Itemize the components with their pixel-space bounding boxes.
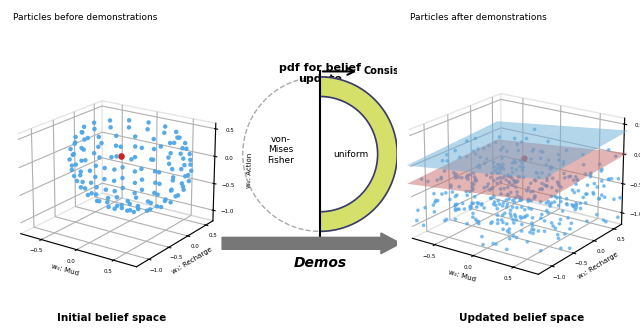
Text: Demos: Demos [293, 256, 347, 270]
Text: uniform: uniform [333, 149, 368, 159]
Y-axis label: w₁: Recharge: w₁: Recharge [172, 246, 214, 275]
Y-axis label: w₁: Recharge: w₁: Recharge [577, 251, 619, 280]
Text: von-
Mises
Fisher: von- Mises Fisher [268, 135, 294, 165]
Text: pdf for belief
update: pdf for belief update [279, 63, 361, 84]
FancyArrow shape [222, 233, 401, 254]
Text: Updated belief space: Updated belief space [459, 314, 584, 323]
X-axis label: w₀: Mud: w₀: Mud [51, 263, 79, 276]
Text: Consistent: Consistent [364, 66, 422, 77]
X-axis label: w₀: Mud: w₀: Mud [447, 269, 476, 282]
Text: Particles before demonstrations: Particles before demonstrations [13, 13, 157, 22]
Text: Initial belief space: Initial belief space [58, 314, 166, 323]
Text: Particles after demonstrations: Particles after demonstrations [410, 13, 547, 22]
Polygon shape [320, 77, 397, 231]
